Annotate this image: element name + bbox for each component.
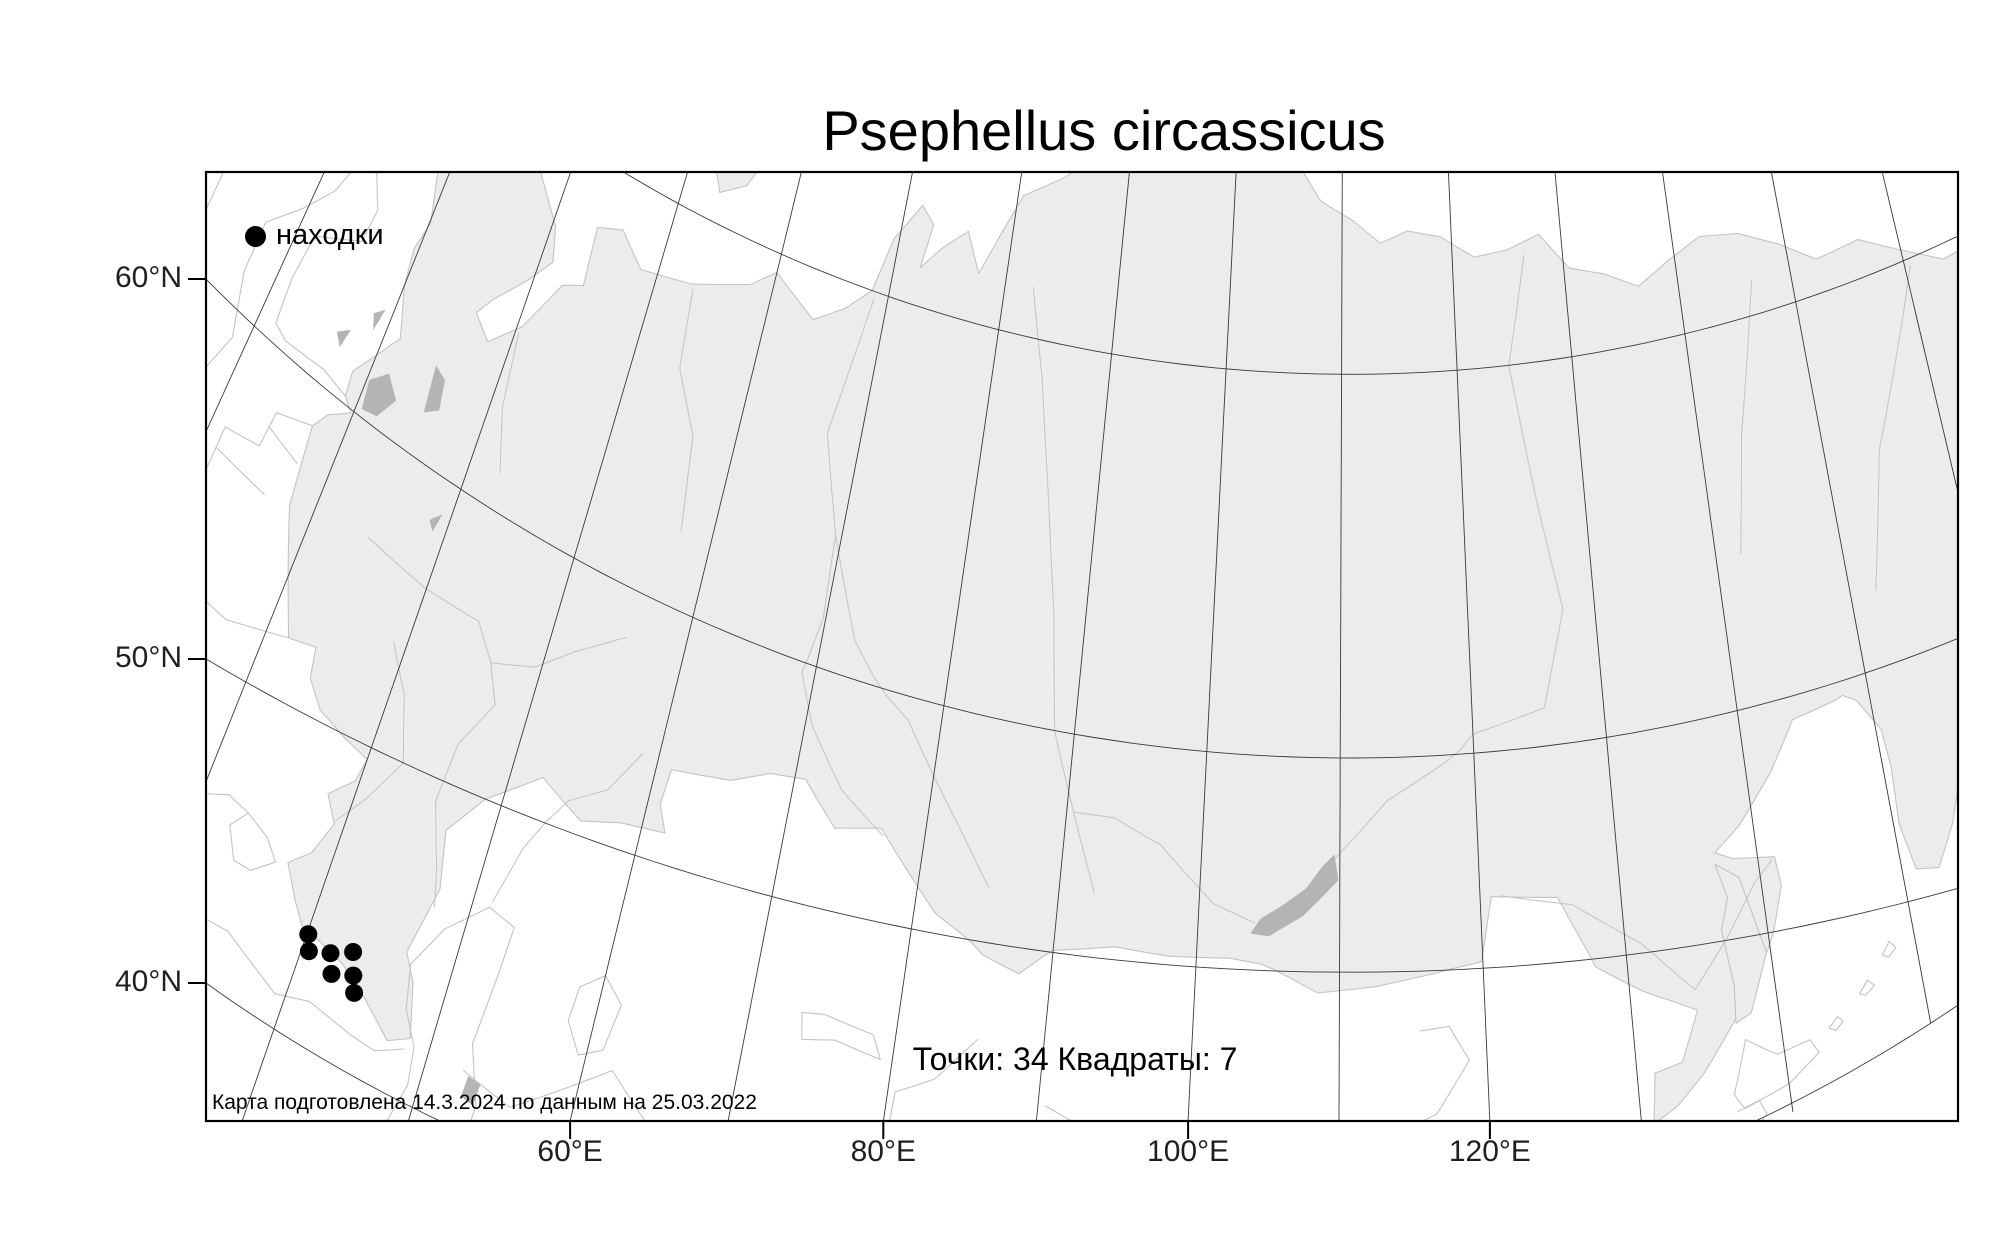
legend-marker-icon (245, 226, 266, 247)
novaya-zemlya-island (716, 172, 758, 194)
graticule-meridian (1187, 172, 1237, 1121)
graticule-meridian (1447, 172, 1491, 1121)
coastline-outline (229, 812, 277, 872)
river-line (334, 641, 405, 822)
lon-tick-label: 80°E (850, 1135, 917, 1168)
occurrence-dot (344, 943, 363, 961)
stats-text: Точки: 34 Квадраты: 7 (912, 1041, 1238, 1077)
occurrence-dot (344, 966, 363, 985)
graticule-meridian (882, 172, 1023, 1121)
lake-shape (423, 365, 445, 413)
graticule-parallel (206, 658, 1958, 973)
graticule-meridian (1035, 172, 1130, 1121)
occurrence-dot (345, 983, 364, 1002)
river-line (1500, 859, 1773, 991)
graticule-meridian (1662, 172, 1794, 1112)
river-line (1318, 255, 1564, 877)
border-outline (206, 412, 314, 472)
river-line (499, 332, 520, 474)
lon-tick-label: 60°E (537, 1135, 603, 1168)
graticule-meridian (407, 172, 689, 1121)
coastline-outline (386, 906, 515, 1121)
graticule-meridian (206, 172, 451, 783)
coastline-outline (801, 1011, 882, 1061)
river-line (801, 534, 884, 836)
occurrence-dot (321, 944, 340, 963)
border-outline (268, 425, 298, 464)
river-line (1032, 287, 1095, 893)
lake-shape (1250, 854, 1339, 937)
lat-tick-label: 50°N (114, 640, 182, 674)
coastline-outline (1881, 940, 1897, 958)
lat-tick-label: 40°N (114, 965, 182, 999)
occurrence-dot (322, 964, 341, 983)
river-line (826, 298, 990, 888)
coastline-outline (1733, 1038, 1821, 1110)
river-line (1073, 811, 1256, 924)
map-title: Psephellus circassicus (822, 99, 1386, 162)
graticule-meridian (1338, 172, 1343, 1121)
caption-text: Карта подготовлена 14.3.2024 по данным н… (212, 1091, 757, 1114)
graticule-parallel (206, 278, 1958, 759)
border-outline (206, 600, 290, 639)
legend-label: находки (276, 219, 384, 251)
river-line (1740, 279, 1752, 555)
border-outline (206, 918, 310, 1002)
lake-shape (336, 329, 351, 348)
lat-tick-label: 60°N (114, 260, 182, 294)
border-outline (206, 793, 249, 814)
occurrence-dot (299, 942, 318, 961)
border-outline (215, 446, 265, 495)
coastline-outline (1828, 1015, 1844, 1032)
lake-shape (460, 1076, 481, 1106)
river-line (490, 636, 628, 668)
lake-shape (429, 514, 443, 532)
lake-shape (361, 373, 397, 417)
river-line (1875, 265, 1911, 591)
graticule-meridian (1770, 172, 1932, 1024)
river-line (367, 536, 496, 908)
border-outline (1044, 1025, 1471, 1121)
graticule-meridian (1881, 172, 1958, 495)
border-outline (376, 172, 378, 175)
lake-shape (373, 309, 386, 331)
border-outline (308, 1000, 405, 1052)
graticule-meridian (727, 172, 914, 1121)
lon-tick-label: 100°E (1147, 1135, 1230, 1168)
border-outline (1737, 1099, 1768, 1121)
coastline-outline (1858, 979, 1876, 996)
russia-landmass (287, 172, 1958, 1121)
river-line (492, 753, 644, 903)
graticule-meridian (569, 172, 802, 1121)
graticule-parallel (622, 172, 1958, 375)
river-line (679, 288, 694, 532)
sakhalin-island (1714, 863, 1767, 1024)
border-outline (462, 1069, 646, 1121)
graticule-parallel (206, 982, 1958, 1121)
border-outline (889, 1039, 979, 1121)
lon-tick-label: 120°E (1448, 1135, 1531, 1168)
graticule-meridian (1554, 172, 1642, 1121)
coastline-outline (567, 974, 623, 1056)
graticule-meridian (241, 172, 572, 1121)
border-outline (206, 172, 379, 397)
map-frame (204, 170, 1960, 1123)
occurrence-dot (299, 925, 318, 944)
